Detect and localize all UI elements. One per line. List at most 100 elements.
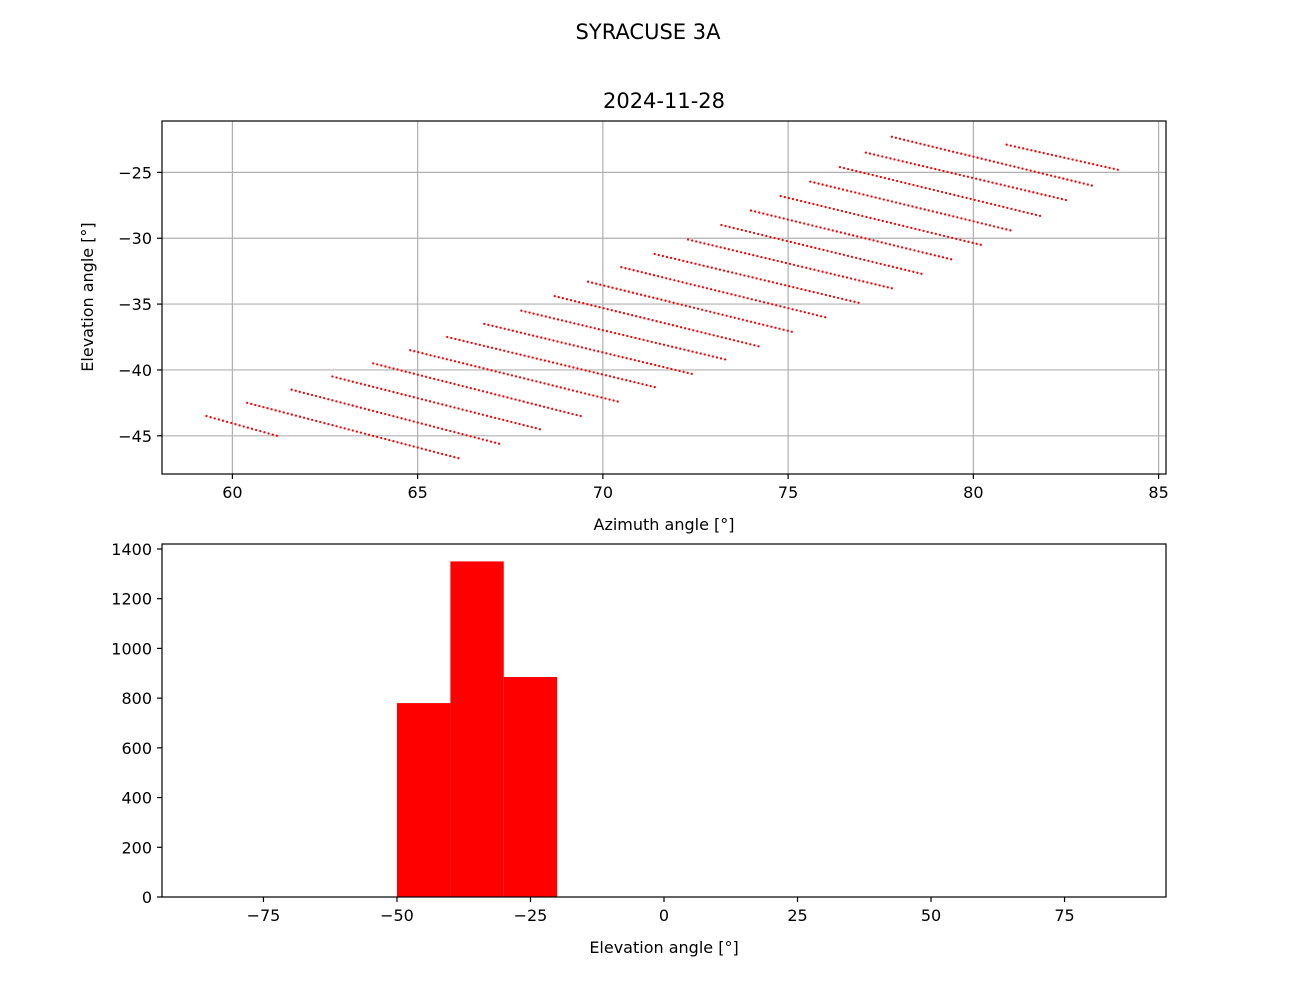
scatter-point (774, 326, 777, 329)
scatter-point (786, 218, 789, 221)
scatter-point (835, 230, 838, 233)
scatter-point (498, 371, 501, 374)
scatter-point (907, 204, 910, 207)
scatter-point (371, 409, 375, 413)
scatter-point (886, 286, 889, 289)
scatter-point (625, 379, 628, 382)
scatter-point (323, 421, 326, 425)
scatter-point (872, 239, 875, 242)
scatter-point (833, 273, 836, 276)
histogram-y-tick-label: 1000 (111, 639, 152, 658)
scatter-point (226, 420, 229, 424)
scatter-point (519, 353, 522, 356)
scatter-point (988, 159, 991, 162)
scatter-point (584, 369, 587, 372)
scatter-point (1050, 153, 1054, 157)
scatter-point (853, 300, 856, 303)
scatter-point (905, 247, 908, 250)
scatter-point (981, 200, 985, 204)
scatter-point (911, 205, 914, 208)
scatter-point (363, 383, 367, 386)
scatter-point (649, 384, 652, 388)
scatter-point (335, 425, 338, 428)
scatter-point (1067, 157, 1070, 160)
scatter-point (605, 352, 608, 355)
scatter-point (713, 311, 716, 314)
scatter-point (1044, 194, 1047, 197)
scatter-point (790, 219, 794, 222)
scatter-point (445, 380, 448, 384)
scatter-point (726, 292, 729, 295)
scatter-point (662, 365, 665, 369)
scatter-point (1071, 158, 1074, 161)
scatter-track (205, 414, 278, 437)
scatter-point (700, 331, 703, 334)
scatter-track (1005, 143, 1119, 171)
scatter-point (894, 136, 898, 139)
scatter-point (527, 333, 531, 336)
scatter-point (593, 349, 596, 352)
scatter-point (735, 250, 739, 253)
scatter-point (892, 244, 896, 247)
scatter-point (453, 455, 456, 459)
scatter-point (909, 162, 912, 165)
scatter-point (855, 169, 858, 173)
scatter-point (921, 251, 924, 254)
scatter-point (849, 277, 853, 280)
scatter-point (449, 405, 452, 408)
scatter-point (837, 274, 841, 277)
scatter-point (740, 228, 743, 232)
scatter-point (985, 201, 989, 205)
scatter-point (1010, 207, 1013, 211)
scatter-point (571, 389, 575, 392)
scatter-point (887, 177, 891, 181)
scatter-point (654, 363, 657, 367)
scatter-point (1009, 144, 1012, 147)
scatter-point (870, 282, 873, 285)
scatter-point (602, 307, 605, 310)
scatter-track (586, 280, 793, 333)
scatter-point (413, 350, 416, 353)
scatter-point (938, 168, 941, 172)
scatter-point (1058, 176, 1061, 179)
scatter-point (794, 220, 798, 223)
scatter-point (428, 449, 432, 452)
scatter-point (925, 252, 928, 255)
scatter-point (449, 429, 452, 433)
scatter-point (782, 328, 785, 331)
scatter-point (984, 158, 987, 161)
scatter-point (824, 205, 827, 209)
scatter-point (984, 223, 988, 226)
scatter-point (474, 342, 477, 346)
scatter-point (754, 210, 757, 213)
scatter-point (518, 376, 522, 379)
histogram-y-ticks: 0 200 400 600 800 1000 1200 1400 (111, 540, 162, 907)
scatter-track (749, 209, 953, 261)
scatter-point (906, 225, 909, 229)
scatter-point (520, 309, 523, 312)
scatter-point (392, 367, 395, 370)
scatter-point (658, 364, 661, 368)
scatter-point (506, 396, 509, 399)
scatter-point (875, 261, 878, 264)
scatter-point (1025, 168, 1028, 171)
scatter-point (473, 411, 476, 414)
scatter-point (951, 150, 955, 153)
scatter-point (939, 212, 943, 215)
scatter-point (526, 401, 529, 404)
scatter-point (457, 383, 460, 387)
scatter-point (548, 338, 551, 341)
scatter-point (271, 433, 274, 436)
scatter-point (814, 246, 817, 250)
scatter-point (987, 180, 990, 183)
scatter-point (656, 297, 659, 300)
scatter-point (494, 393, 497, 396)
scatter-point (555, 385, 558, 388)
scatter-point (1116, 168, 1119, 171)
scatter-point (696, 307, 700, 310)
scatter-point (601, 329, 605, 332)
scatter-point (777, 237, 780, 241)
scatter-point (665, 255, 669, 259)
scatter-point (829, 185, 832, 188)
scatter-y-tick-label: −45 (118, 427, 152, 446)
